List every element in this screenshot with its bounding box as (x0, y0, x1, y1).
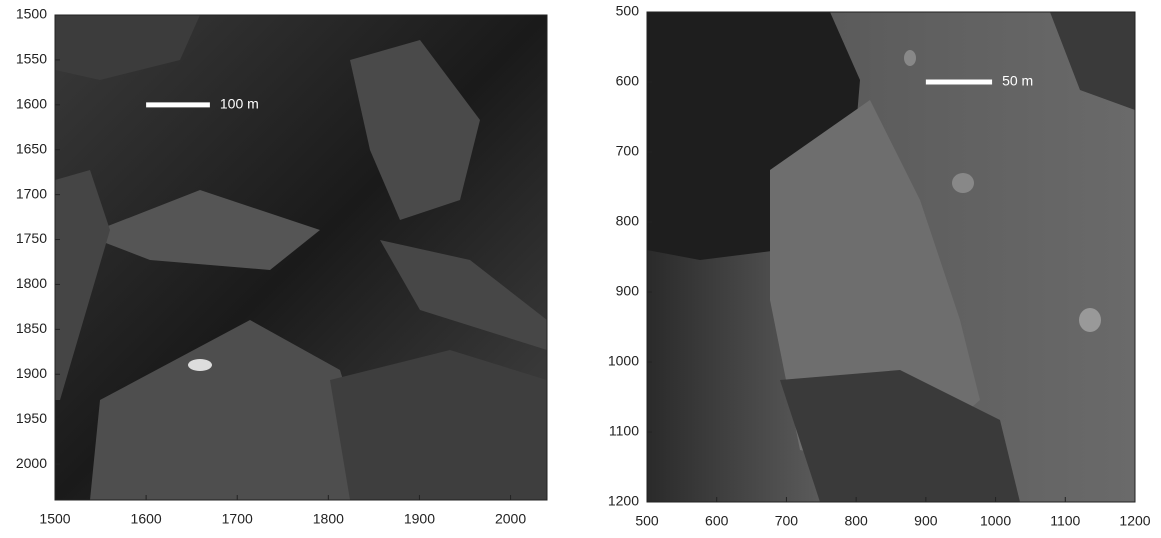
y-tick-label: 1700 (16, 185, 47, 201)
y-tick-label: 1900 (16, 365, 47, 381)
y-tick-label: 1650 (16, 140, 47, 156)
x-tick-label: 2000 (495, 511, 526, 527)
y-tick-label: 600 (616, 73, 640, 89)
y-tick-label: 1000 (608, 353, 639, 369)
scale-bar-label: 50 m (1002, 73, 1033, 89)
y-tick-label: 1600 (16, 96, 47, 112)
y-tick-label: 1850 (16, 320, 47, 336)
image-panel (647, 12, 1135, 502)
y-tick-label: 1800 (16, 275, 47, 291)
image-panel (55, 15, 547, 500)
y-tick-label: 1100 (609, 423, 639, 439)
y-tick-label: 1200 (608, 493, 639, 509)
scale-bar-label: 100 m (220, 96, 259, 112)
x-tick-label: 1900 (404, 511, 435, 527)
x-tick-label: 500 (635, 513, 659, 529)
x-tick-label: 1700 (222, 511, 253, 527)
y-tick-label: 1750 (16, 230, 47, 246)
x-tick-label: 700 (775, 513, 799, 529)
y-tick-label: 700 (616, 143, 640, 159)
y-tick-label: 500 (616, 3, 640, 19)
x-tick-label: 900 (914, 513, 938, 529)
y-tick-label: 1500 (16, 6, 47, 22)
x-tick-label: 1500 (39, 511, 70, 527)
figure: 1500 1600 1700 1800 1900 2000 1500 1550 1600 1650… (0, 0, 1161, 533)
y-tick-label: 1950 (16, 410, 47, 426)
x-tick-label: 1000 (980, 513, 1011, 529)
x-tick-label: 800 (844, 513, 868, 529)
x-tick-label: 1200 (1119, 513, 1150, 529)
y-tick-label: 900 (616, 283, 640, 299)
x-tick-label: 1100 (1050, 513, 1080, 529)
x-tick-label: 1800 (313, 511, 344, 527)
y-tick-label: 2000 (16, 455, 47, 471)
x-tick-label: 600 (705, 513, 729, 529)
y-tick-label: 1550 (16, 51, 47, 67)
y-tick-label: 800 (616, 213, 640, 229)
x-tick-label: 1600 (131, 511, 162, 527)
page: 1500 1600 1700 1800 1900 2000 1500 1550 1600 1650… (0, 0, 1161, 538)
